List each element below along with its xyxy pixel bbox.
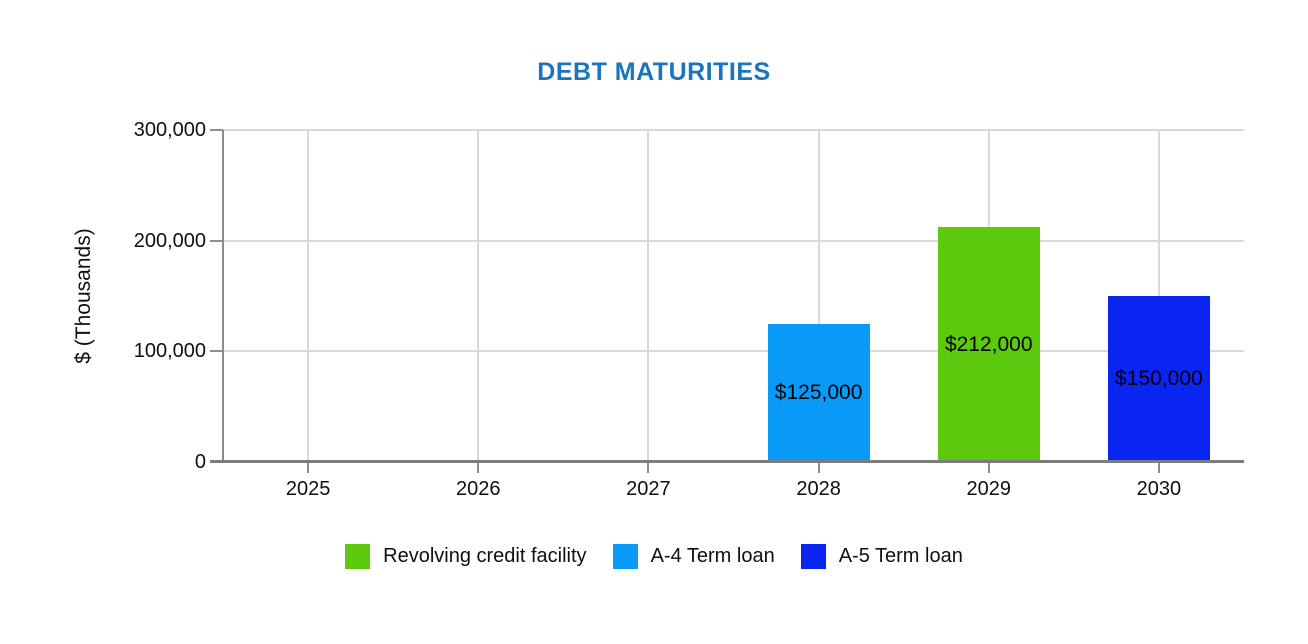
horizontal-gridline [223, 239, 1244, 242]
vertical-gridline [817, 130, 820, 462]
vertical-gridline [647, 130, 650, 462]
legend-item: A-5 Term loan [800, 544, 963, 569]
bar-data-label: $125,000 [774, 380, 863, 404]
legend-item: Revolving credit facility [345, 544, 587, 569]
legend-swatch-icon [345, 544, 371, 569]
vertical-gridline [477, 130, 480, 462]
vertical-gridline [307, 130, 310, 462]
x-axis-tick [647, 462, 650, 473]
legend-label: A-4 Term loan [650, 545, 775, 567]
bar-data-label: $150,000 [1115, 367, 1203, 390]
y-tick-label: 300,000 [133, 119, 206, 141]
x-tick-label: 2025 [285, 478, 331, 500]
x-tick-label: 2026 [456, 478, 501, 500]
y-axis-line [222, 130, 224, 463]
bar-data-label: $212,000 [944, 332, 1033, 356]
legend-swatch-icon [800, 544, 826, 569]
bar-2029 [937, 227, 1040, 462]
y-axis-tick [210, 350, 223, 353]
x-tick-label: 2027 [626, 478, 671, 500]
y-tick-label: 100,000 [133, 340, 206, 363]
y-tick-label: 200,000 [133, 229, 206, 252]
horizontal-gridline [223, 129, 1244, 131]
bar-2028 [767, 323, 870, 462]
horizontal-gridline [223, 350, 1244, 353]
x-axis-tick [477, 462, 480, 473]
x-axis-tick [307, 462, 310, 473]
y-tick-label: 0 [194, 451, 206, 473]
y-axis-tick [210, 129, 223, 131]
x-axis-tick [987, 462, 990, 473]
legend-item: A-4 Term loan [612, 544, 775, 569]
legend-label: Revolving credit facility [383, 545, 587, 567]
x-axis-tick [817, 462, 820, 473]
bar-2030 [1107, 296, 1210, 462]
x-axis-line [210, 460, 1244, 463]
legend-swatch-icon [612, 544, 638, 569]
legend-label: A-5 Term loan [838, 545, 963, 567]
chart-title: DEBT MATURITIES [537, 58, 771, 86]
x-tick-label: 2029 [966, 478, 1012, 500]
x-axis-tick [1157, 462, 1160, 473]
y-axis-tick [210, 239, 223, 242]
x-tick-label: 2028 [796, 478, 841, 500]
legend: Revolving credit facility A-4 Term loan A-… [0, 544, 1308, 569]
x-tick-label: 2030 [1136, 478, 1182, 500]
